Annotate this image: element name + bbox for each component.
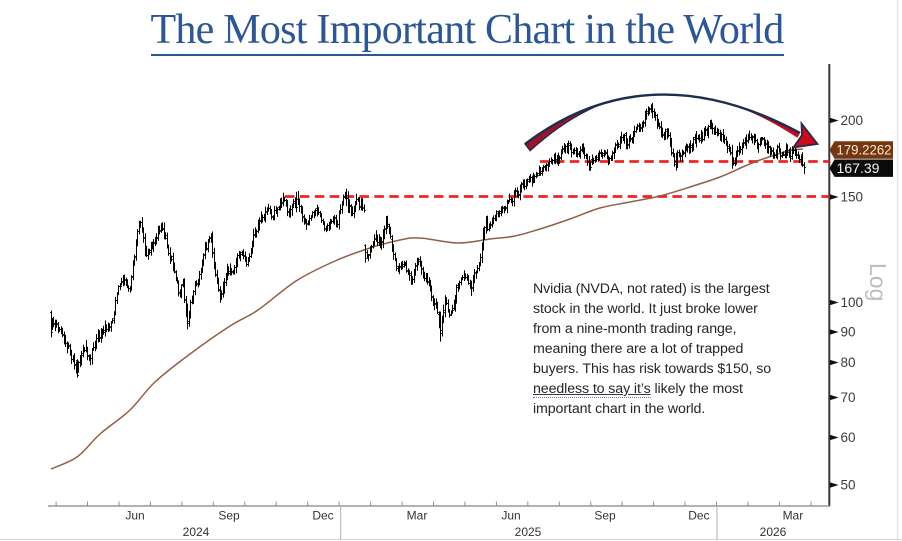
- svg-text:Jun: Jun: [501, 509, 520, 523]
- svg-text:90: 90: [841, 325, 856, 340]
- svg-text:2025: 2025: [515, 525, 542, 539]
- svg-text:60: 60: [841, 430, 856, 445]
- svg-text:179.2262: 179.2262: [837, 142, 892, 158]
- svg-text:Dec: Dec: [312, 509, 333, 523]
- svg-text:80: 80: [841, 355, 856, 370]
- svg-text:200: 200: [841, 113, 864, 128]
- svg-text:2026: 2026: [760, 525, 787, 539]
- svg-text:Mar: Mar: [407, 509, 428, 523]
- svg-text:167.39: 167.39: [837, 160, 880, 176]
- svg-text:Dec: Dec: [688, 509, 709, 523]
- svg-text:Mar: Mar: [783, 509, 804, 523]
- svg-text:150: 150: [841, 190, 864, 205]
- svg-text:Log: Log: [865, 263, 891, 301]
- svg-text:70: 70: [841, 390, 856, 405]
- svg-text:50: 50: [841, 478, 856, 493]
- svg-text:2024: 2024: [183, 525, 210, 539]
- svg-text:Sep: Sep: [594, 509, 616, 523]
- svg-text:Sep: Sep: [218, 509, 240, 523]
- svg-text:100: 100: [841, 295, 864, 310]
- svg-text:Jun: Jun: [125, 509, 144, 523]
